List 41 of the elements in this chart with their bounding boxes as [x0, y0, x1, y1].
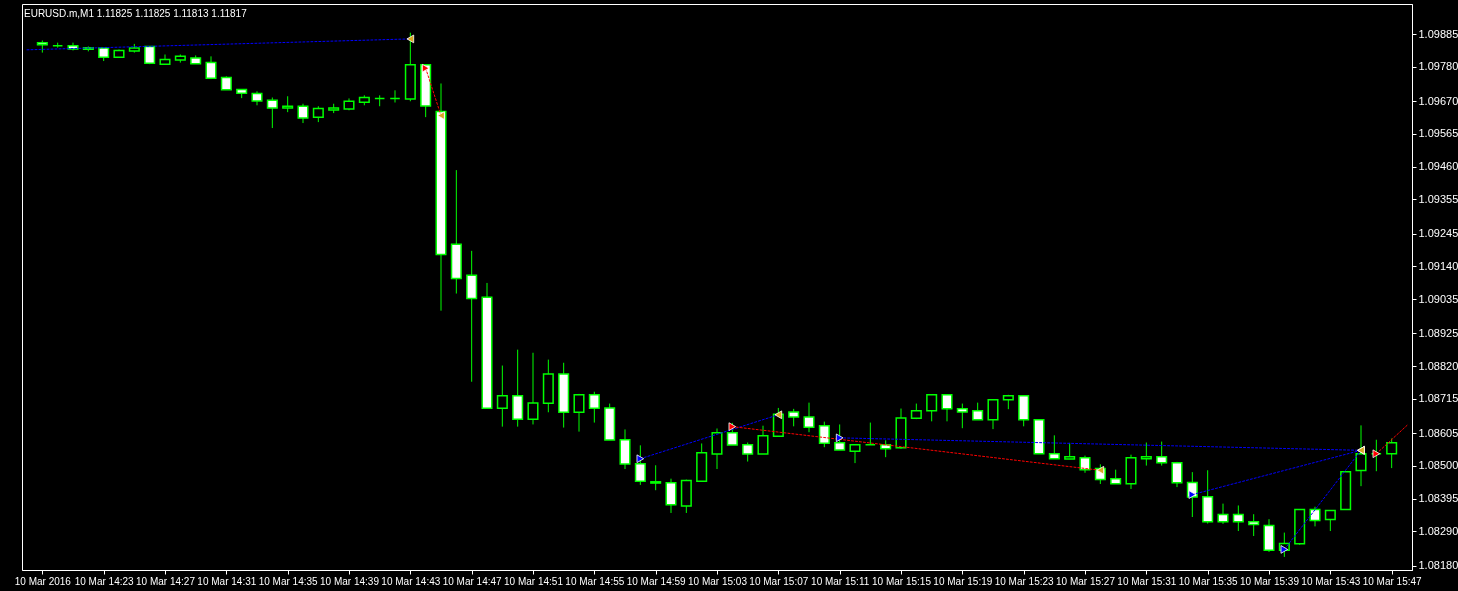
y-tick-label: 1.09460: [1418, 160, 1458, 173]
y-tick-label: 1.09885: [1418, 27, 1458, 40]
x-tick-label: 10 Mar 14:55: [565, 575, 625, 587]
x-tick-label: 10 Mar 15:23: [994, 575, 1055, 587]
x-tick-label: 10 Mar 14:31: [197, 575, 257, 587]
y-tick-label: 1.08395: [1418, 492, 1458, 505]
x-tick-label: 10 Mar 14:35: [258, 575, 319, 587]
x-tick-label: 10 Mar 15:11: [811, 575, 870, 587]
x-tick-label: 10 Mar 15:19: [933, 575, 993, 587]
y-tick-label: 1.09670: [1418, 94, 1458, 107]
y-tick-label: 1.08500: [1418, 459, 1458, 472]
x-tick-label: 10 Mar 15:43: [1301, 575, 1361, 587]
y-tick-label: 1.08715: [1418, 392, 1458, 405]
x-tick-label: 10 Mar 15:07: [749, 575, 809, 587]
x-tick-label: 10 Mar 14:43: [381, 575, 441, 587]
x-tick-label: 10 Mar 14:23: [74, 575, 135, 587]
x-tick-label: 10 Mar 15:27: [1056, 575, 1116, 587]
x-tick-label: 10 Mar 15:35: [1178, 575, 1239, 587]
y-tick-label: 1.09355: [1418, 192, 1458, 205]
chart-title: EURUSD.m,M1 1.11825 1.11825 1.11813 1.11817: [24, 8, 248, 19]
y-tick-label: 1.08925: [1418, 326, 1458, 339]
y-tick-label: 1.08180: [1418, 559, 1458, 572]
x-tick-label: 10 Mar 14:39: [320, 575, 380, 587]
y-tick-label: 1.09035: [1418, 292, 1458, 305]
x-tick-label: 10 Mar 14:51: [504, 575, 564, 587]
x-tick-label: 10 Mar 14:47: [442, 575, 503, 587]
x-tick-label: 10 Mar 14:59: [626, 575, 687, 587]
x-tick-label: 10 Mar 14:27: [136, 575, 196, 587]
y-tick-label: 1.09780: [1418, 60, 1458, 73]
y-tick-label: 1.09140: [1418, 259, 1458, 272]
y-tick-label: 1.09245: [1418, 227, 1458, 240]
y-tick-label: 1.08605: [1418, 426, 1458, 439]
x-tick-label: 10 Mar 15:47: [1362, 575, 1423, 587]
y-tick-label: 1.09565: [1418, 127, 1458, 140]
x-tick-label: 10 Mar 15:15: [872, 575, 932, 587]
y-tick-label: 1.08290: [1418, 524, 1458, 537]
x-tick-label: 10 Mar 2016: [14, 575, 72, 587]
x-tick-label: 10 Mar 15:31: [1117, 575, 1177, 587]
x-tick-label: 10 Mar 15:03: [688, 575, 748, 587]
x-tick-label: 10 Mar 15:39: [1240, 575, 1300, 587]
y-tick-label: 1.08820: [1418, 359, 1458, 372]
